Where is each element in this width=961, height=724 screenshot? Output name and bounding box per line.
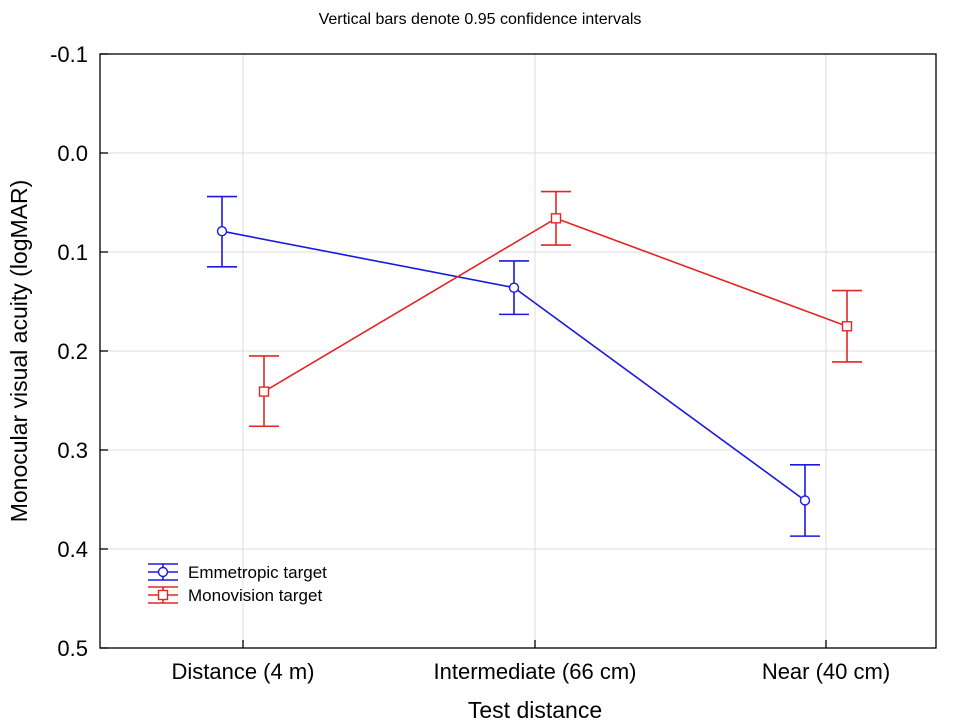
legend-label: Emmetropic target	[188, 563, 327, 582]
x-axis-title: Test distance	[468, 697, 602, 723]
legend-marker-circle	[157, 566, 169, 578]
y-tick-label: 0.2	[57, 339, 88, 364]
data-point	[508, 282, 520, 293]
x-tick-label: Intermediate (66 cm)	[434, 659, 637, 684]
data-point	[799, 495, 811, 506]
y-axis-title: Monocular visual acuity (logMAR)	[6, 180, 32, 523]
y-tick-label: -0.1	[50, 42, 88, 67]
x-tick-label: Distance (4 m)	[171, 659, 314, 684]
legend: Emmetropic target Monovision target	[148, 563, 327, 605]
y-tick-label: 0.4	[57, 537, 88, 562]
grid	[100, 54, 936, 648]
y-tick-label: 0.3	[57, 438, 88, 463]
data-point	[550, 213, 562, 224]
x-axis: Distance (4 m) Intermediate (66 cm) Near (…	[171, 640, 890, 684]
legend-item: Emmetropic target	[148, 563, 327, 582]
legend-label: Monovision target	[188, 586, 322, 605]
legend-marker-square	[157, 589, 169, 601]
series-monovision	[249, 190, 862, 428]
data-point	[216, 226, 228, 237]
y-tick-label: 0.5	[57, 636, 88, 661]
data-point	[841, 321, 853, 332]
y-tick-label: 0.0	[57, 141, 88, 166]
data-point	[258, 386, 270, 397]
y-axis: -0.1 0.0 0.1 0.2 0.3 0.4 0.5	[50, 42, 108, 661]
legend-item: Monovision target	[148, 586, 322, 605]
series-emmetropic	[207, 195, 820, 537]
x-tick-label: Near (40 cm)	[762, 659, 890, 684]
y-tick-label: 0.1	[57, 240, 88, 265]
chart-subtitle: Vertical bars denote 0.95 confidence int…	[319, 11, 642, 28]
series-layer	[207, 190, 862, 537]
